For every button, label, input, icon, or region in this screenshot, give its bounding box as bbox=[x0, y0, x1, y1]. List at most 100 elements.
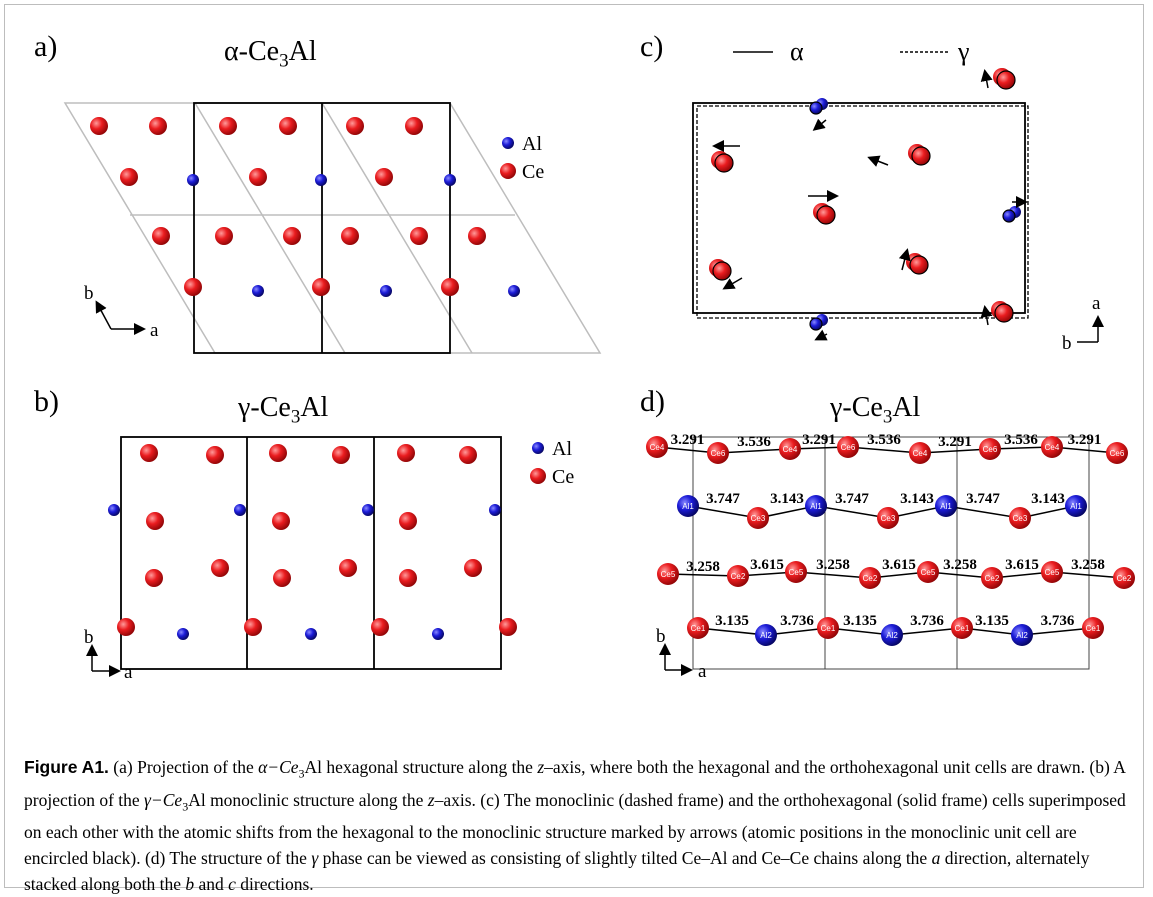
ce-atom bbox=[397, 444, 415, 462]
ce-atom bbox=[779, 438, 801, 460]
axes-a-icon bbox=[95, 300, 146, 335]
atom-site-label: Ce6 bbox=[1110, 449, 1125, 458]
bond-distance-label: 3.736 bbox=[780, 613, 814, 629]
bond-distance-label: 3.736 bbox=[1041, 613, 1075, 629]
legend-al-label-b: Al bbox=[552, 438, 572, 460]
ce-atom bbox=[1106, 442, 1128, 464]
al-atom bbox=[881, 624, 903, 646]
ce-atom bbox=[464, 559, 482, 577]
atom-site-label: Al1 bbox=[940, 502, 952, 511]
ce-atom bbox=[152, 227, 170, 245]
al-atom bbox=[508, 285, 520, 297]
bond-distance-label: 3.736 bbox=[910, 613, 944, 629]
ce-atom bbox=[249, 168, 267, 186]
ce-atom-monoclinic bbox=[911, 146, 931, 166]
orthohexagonal-cell bbox=[193, 102, 451, 354]
bond-distance-label: 3.143 bbox=[770, 491, 804, 507]
ce-atom bbox=[339, 559, 357, 577]
atom-site-label: Ce1 bbox=[1086, 624, 1101, 633]
bond-distance-label: 3.258 bbox=[1071, 557, 1105, 573]
panel-b-diagram: Al Ce b a bbox=[84, 436, 574, 683]
bond-distance-label: 3.291 bbox=[938, 434, 972, 450]
ce-atom bbox=[279, 117, 297, 135]
bond-distance-label: 3.536 bbox=[737, 434, 771, 450]
ce-atom bbox=[375, 168, 393, 186]
ce-atom bbox=[1082, 617, 1104, 639]
panel-b-title: γ-Ce3Al bbox=[238, 392, 329, 428]
ce-atom bbox=[405, 117, 423, 135]
ce-atom bbox=[149, 117, 167, 135]
panel-a-diagram: Al Ce b a bbox=[63, 102, 602, 354]
bond-distance-label: 3.291 bbox=[671, 432, 705, 448]
ce-atom bbox=[332, 446, 350, 464]
ce-atom bbox=[219, 117, 237, 135]
atom-site-label: Ce4 bbox=[783, 445, 798, 454]
bond-distance-label: 3.536 bbox=[867, 432, 901, 448]
legend-al-atom-icon-b bbox=[532, 442, 544, 454]
legend-gamma-label: γ bbox=[957, 37, 970, 66]
ce-atom bbox=[399, 569, 417, 587]
ce-atom bbox=[441, 278, 459, 296]
bond-distance-label: 3.135 bbox=[975, 613, 1009, 629]
ce-atom bbox=[646, 436, 668, 458]
atom-site-label: Ce5 bbox=[921, 568, 936, 577]
atom-site-label: Ce5 bbox=[1045, 568, 1060, 577]
ce-atom bbox=[1113, 567, 1135, 589]
ce-atom-monoclinic bbox=[994, 303, 1014, 323]
bond-distance-label: 3.135 bbox=[843, 613, 877, 629]
ce-atom-monoclinic bbox=[712, 261, 732, 281]
ce-atom bbox=[211, 559, 229, 577]
shift-arrow bbox=[980, 305, 993, 326]
legend-al-label: Al bbox=[522, 133, 542, 155]
atom-site-label: Ce3 bbox=[751, 514, 766, 523]
al-atom bbox=[805, 495, 827, 517]
atom-site-label: Ce2 bbox=[1117, 574, 1132, 583]
monoclinic-dashed-frame bbox=[696, 105, 1029, 319]
legend-ce-label-b: Ce bbox=[552, 466, 574, 488]
panel-b-label: b) bbox=[34, 385, 59, 418]
ce-atom bbox=[272, 512, 290, 530]
al-atom bbox=[305, 628, 317, 640]
panel-a-label: a) bbox=[34, 30, 58, 63]
figure-frame bbox=[4, 4, 1144, 888]
ce-atom bbox=[817, 617, 839, 639]
bond-distance-label: 3.747 bbox=[706, 491, 740, 507]
al-atom bbox=[362, 504, 374, 516]
al-atom bbox=[935, 495, 957, 517]
al-atom bbox=[432, 628, 444, 640]
panel-d-label: d) bbox=[640, 385, 665, 418]
shift-arrow bbox=[722, 277, 743, 290]
ce-atom bbox=[859, 567, 881, 589]
ce-atom bbox=[837, 436, 859, 458]
al-atom bbox=[1065, 495, 1087, 517]
orthohexagonal-solid-frame bbox=[692, 102, 1026, 314]
figure-label: Figure A1. bbox=[24, 757, 109, 777]
ce-atom bbox=[90, 117, 108, 135]
panel-c-label: c) bbox=[640, 30, 664, 63]
axis-a-label-d: a bbox=[698, 661, 707, 682]
ce-atom bbox=[140, 444, 158, 462]
legend-alpha-label: α bbox=[790, 37, 804, 66]
panel-a-title: α-Ce3Al bbox=[224, 36, 317, 72]
legend-ce-atom-icon bbox=[500, 163, 516, 179]
atom-site-label: Ce1 bbox=[691, 624, 706, 633]
legend-ce-label: Ce bbox=[522, 161, 544, 183]
axes-c-icon bbox=[1077, 315, 1104, 343]
bond-distance-label: 3.291 bbox=[1068, 432, 1102, 448]
ce-atom bbox=[747, 507, 769, 529]
ce-atom-monoclinic bbox=[714, 153, 734, 173]
ce-atom bbox=[117, 618, 135, 636]
atom-site-label: Ce4 bbox=[1045, 443, 1060, 452]
al-atom bbox=[187, 174, 199, 186]
bond-distance-label: 3.747 bbox=[966, 491, 1000, 507]
ce-atom bbox=[346, 117, 364, 135]
ce-atom-monoclinic bbox=[909, 255, 929, 275]
atom-site-label: Al1 bbox=[682, 502, 694, 511]
atom-site-label: Al1 bbox=[810, 502, 822, 511]
panel-d-title: γ-Ce3Al bbox=[830, 392, 921, 428]
al-atom bbox=[252, 285, 264, 297]
panel-d-diagram: 3.291 3.536 3.291 3.536 3.291 3.536 3.291 Ce4 Ce… bbox=[646, 432, 1135, 682]
shift-arrow bbox=[867, 155, 889, 167]
bond-distance-label: 3.258 bbox=[686, 559, 720, 575]
ce-atom bbox=[979, 438, 1001, 460]
